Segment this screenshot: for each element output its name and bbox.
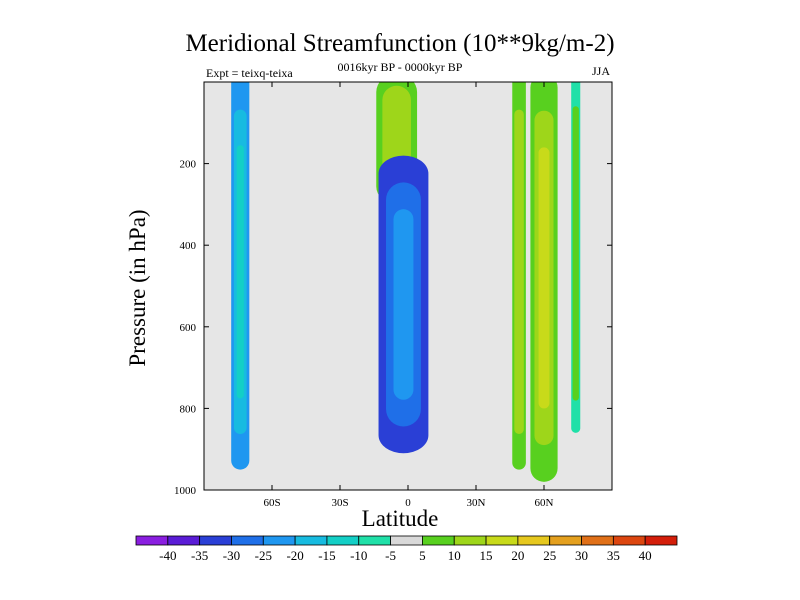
contour-region-northern-high-latitude-positive-cell-level-1 (572, 106, 579, 401)
x-tick-label: 30N (467, 497, 486, 509)
colorbar-swatch (422, 535, 455, 546)
x-tick-label: 60N (535, 497, 554, 509)
colorbar-swatch (262, 535, 296, 546)
colorbar-label: -25 (255, 548, 272, 563)
x-tick-label: 60S (263, 497, 280, 509)
colorbar-swatch (326, 535, 360, 546)
contour-region-southern-high-latitude-negative-cell-level-2 (236, 145, 244, 399)
colorbar-swatch (294, 535, 328, 546)
colorbar-swatch (517, 535, 551, 546)
colorbar-label: 15 (480, 548, 493, 563)
colorbar-label: 30 (575, 548, 588, 563)
colorbar-label: 20 (511, 548, 524, 563)
colorbar-swatch (135, 535, 169, 546)
chart-subtitle: 0016kyr BP - 0000kyr BP (337, 60, 463, 74)
colorbar-swatch (612, 535, 646, 546)
colorbar-swatch (581, 535, 614, 546)
colorbar-label: -20 (286, 548, 303, 563)
season-label: JJA (592, 64, 611, 78)
colorbar-label: -15 (318, 548, 335, 563)
colorbar-swatch (390, 535, 423, 546)
colorbar-swatch (358, 535, 391, 546)
colorbar-label: -35 (191, 548, 208, 563)
experiment-label: Expt = teixq-teixa (206, 66, 293, 80)
colorbar-label: 5 (419, 548, 426, 563)
colorbar-label: -5 (385, 548, 396, 563)
colorbar-label: 35 (607, 548, 620, 563)
x-tick-label: 0 (405, 497, 411, 509)
colorbar-label: -30 (223, 548, 240, 563)
colorbar-swatch (549, 535, 582, 546)
x-axis-label: Latitude (361, 506, 439, 531)
contour-region-tropical-negative-cell-level-2 (393, 209, 414, 400)
colorbar-swatch (644, 535, 678, 546)
colorbar-swatch (199, 535, 232, 546)
colorbar-label: -40 (159, 548, 176, 563)
colorbar-label: 40 (639, 548, 652, 563)
contour-region-northern-midlatitude-positive-cell-level-1 (514, 109, 524, 434)
colorbar-swatch (167, 535, 201, 546)
y-tick-label: 1000 (174, 485, 197, 497)
y-tick-label: 800 (180, 403, 197, 415)
chart-title: Meridional Streamfunction (10**9kg/m-2) (185, 30, 615, 57)
colorbar-label: 10 (448, 548, 461, 563)
y-tick-label: 600 (180, 322, 197, 334)
y-tick-label: 400 (180, 240, 197, 252)
x-tick-label: 30S (331, 497, 348, 509)
colorbar-label: -10 (350, 548, 367, 563)
y-tick-label: 200 (180, 159, 197, 171)
colorbar-swatch (485, 535, 519, 546)
contour-region-northern-positive-cell-core-level-2 (538, 147, 550, 409)
colorbar-swatch (231, 535, 264, 546)
colorbar-label: 25 (543, 548, 556, 563)
colorbar-swatch (453, 535, 487, 546)
